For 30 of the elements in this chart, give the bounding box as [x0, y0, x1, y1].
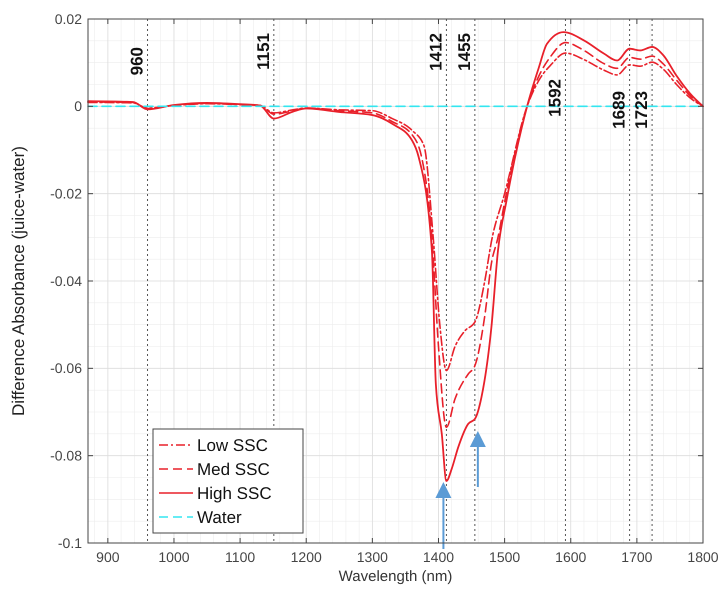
ref-line-label: 1455	[454, 33, 474, 71]
y-axis-title: Difference Absorbance (juice-water)	[9, 146, 28, 416]
y-tick-label: -0.04	[50, 272, 82, 289]
y-tick-label: 0	[74, 98, 82, 114]
x-tick-label: 1500	[489, 549, 520, 565]
x-tick-label: 1400	[422, 549, 454, 565]
x-tick-label: 1100	[225, 549, 256, 565]
x-tick-label: 1600	[555, 549, 587, 565]
ref-line-label: 1151	[254, 33, 273, 70]
ref-line-label: 1592	[545, 79, 564, 117]
legend-label: Low SSC	[197, 436, 268, 455]
y-tick-label: -0.1	[58, 534, 82, 551]
x-tick-label: 1000	[158, 549, 190, 565]
y-tick-label: -0.08	[50, 448, 82, 464]
x-tick-label: 1800	[687, 549, 719, 565]
ref-line-label: 1689	[610, 91, 629, 129]
ref-line-label: 1723	[632, 91, 652, 129]
x-tick-label: 1700	[621, 549, 653, 565]
ref-line-label: 960	[128, 47, 147, 76]
x-tick-label: 1300	[356, 549, 388, 565]
legend-label: High SSC	[197, 484, 272, 503]
ref-line-label: 1412	[426, 33, 446, 71]
x-axis-title: Wavelength (nm)	[338, 568, 452, 585]
y-tick-label: -0.06	[50, 360, 82, 376]
legend-label: Med SSC	[197, 460, 270, 479]
y-tick-label: 0.02	[54, 10, 82, 27]
x-tick-label: 900	[96, 549, 120, 565]
x-tick-label: 1200	[290, 549, 322, 565]
legend-label: Water	[197, 508, 242, 527]
y-tick-label: -0.02	[50, 186, 82, 202]
